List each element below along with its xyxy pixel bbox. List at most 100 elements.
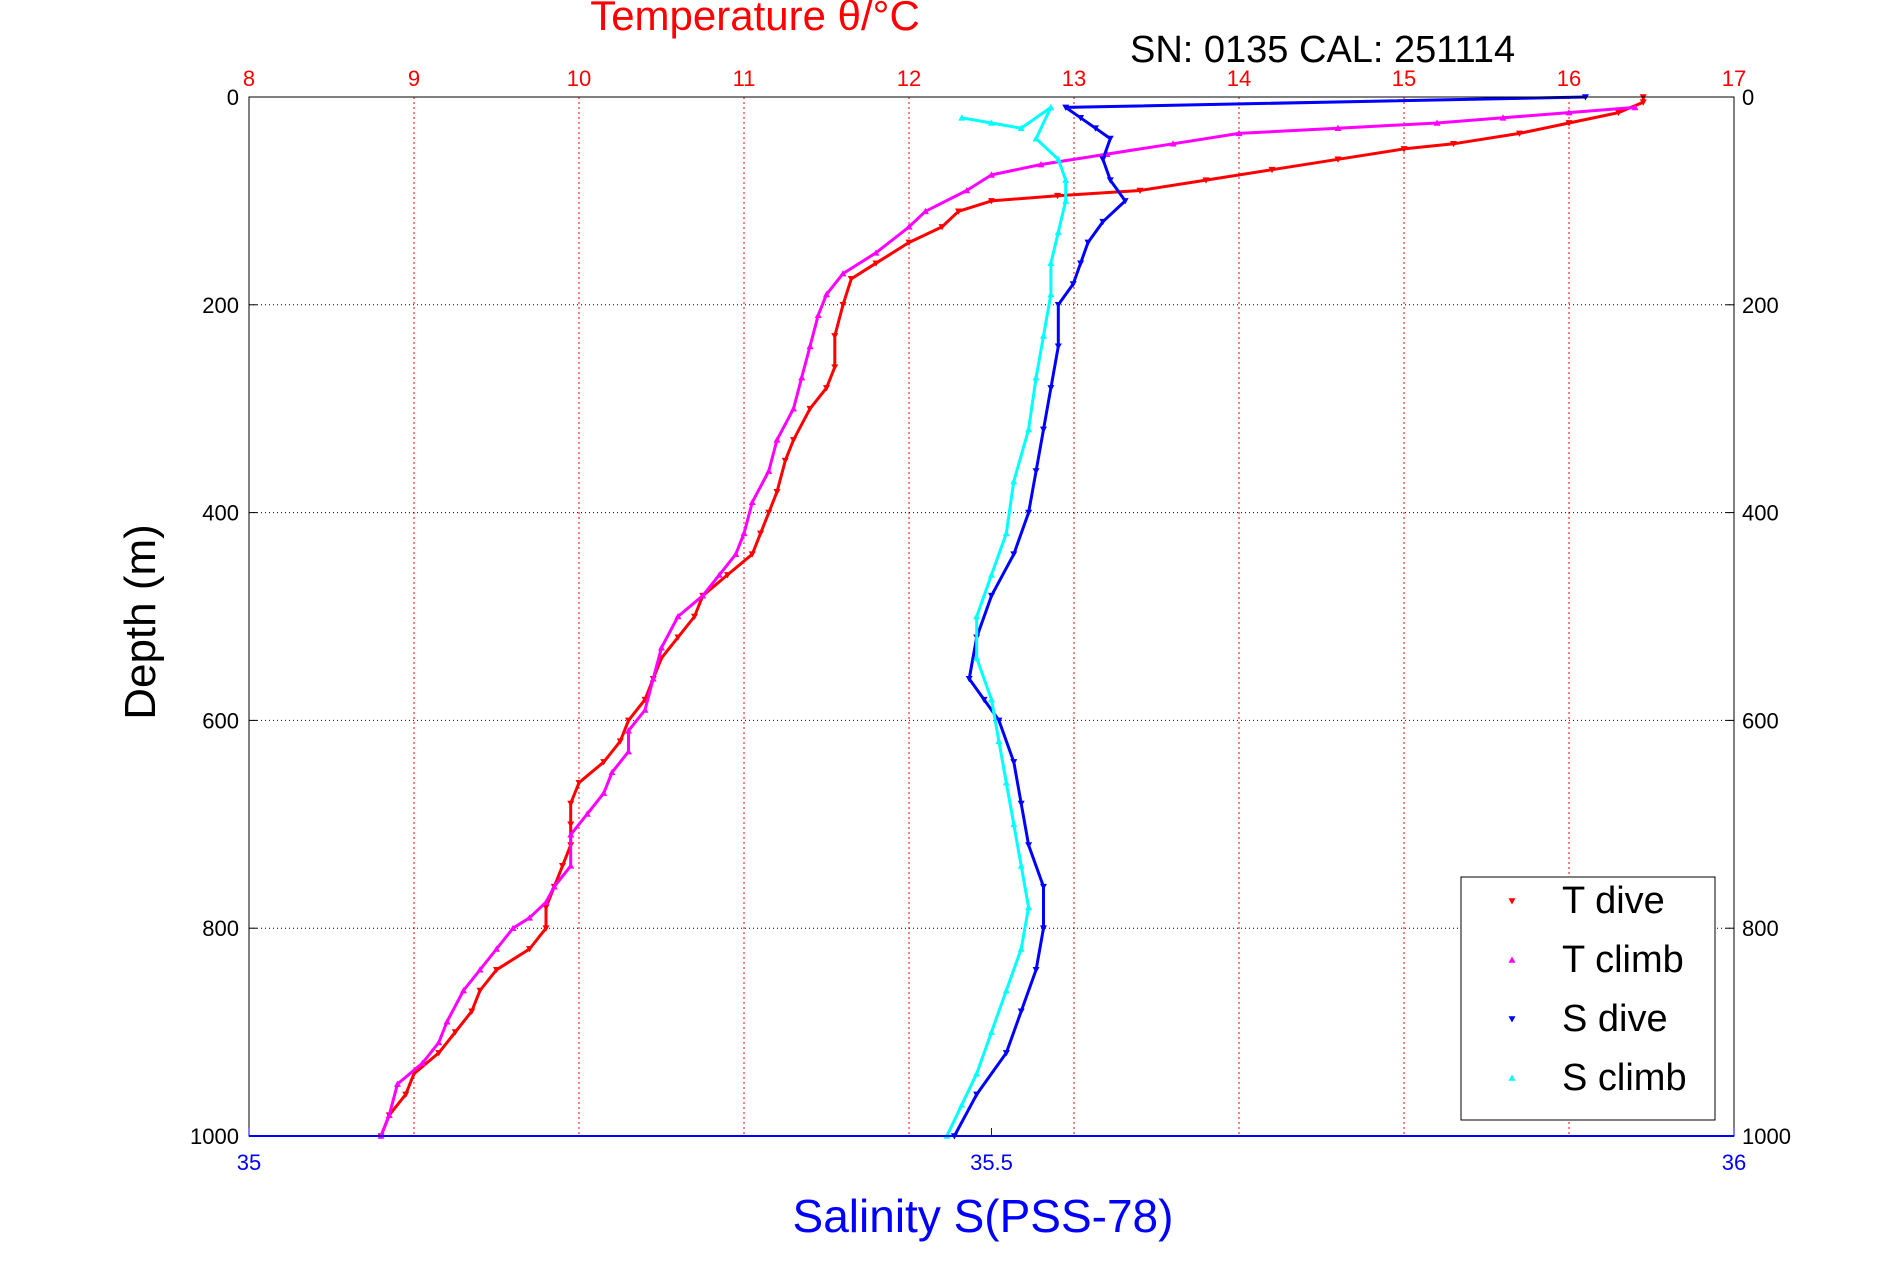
data-point-t-dive	[831, 364, 839, 371]
data-point-s-dive	[1002, 1050, 1010, 1057]
data-point-s-climb	[988, 1028, 995, 1035]
salinity-tick-label: 35	[237, 1150, 261, 1175]
series-trace-s-dive	[953, 95, 1586, 1137]
data-point-t-dive	[1202, 177, 1210, 184]
data-point-t-dive	[476, 987, 484, 995]
data-point-t-dive	[765, 509, 773, 517]
data-point-t-climb	[732, 550, 740, 557]
data-point-s-dive	[1017, 800, 1025, 808]
depth-tick-label-left: 1000	[190, 1124, 239, 1149]
data-point-t-climb	[600, 789, 608, 796]
data-point-s-dive	[1069, 281, 1077, 288]
data-point-t-dive	[451, 1029, 459, 1036]
data-point-t-dive	[1054, 192, 1061, 200]
data-point-t-dive	[781, 457, 789, 465]
data-point-t-climb	[1037, 161, 1045, 168]
data-point-t-dive	[988, 198, 995, 205]
data-point-t-climb	[625, 748, 632, 755]
data-point-s-dive	[1025, 842, 1033, 849]
data-point-s-climb	[958, 1101, 966, 1108]
data-point-t-dive	[567, 800, 575, 808]
data-point-s-climb	[1047, 259, 1055, 267]
data-point-s-dive	[1025, 509, 1033, 517]
temperature-tick-label: 15	[1392, 66, 1416, 91]
data-point-s-climb	[1047, 103, 1055, 111]
legend-box	[1460, 876, 1716, 1121]
data-point-t-climb	[699, 592, 707, 599]
data-point-t-climb	[765, 467, 773, 474]
data-point-s-climb	[1002, 987, 1010, 994]
data-point-t-climb	[526, 914, 533, 921]
data-point-s-dive	[1106, 177, 1114, 184]
temperature-tick-label: 9	[408, 66, 420, 91]
data-point-t-climb	[790, 405, 797, 412]
temperature-tick-label: 12	[897, 66, 921, 91]
legend-label: T climb	[1562, 939, 1684, 981]
data-point-t-dive	[839, 302, 847, 309]
data-point-t-dive	[1268, 166, 1276, 174]
data-point-s-dive	[1062, 104, 1070, 111]
data-point-s-climb	[1002, 779, 1010, 786]
series-trace-t-dive	[379, 97, 1645, 1137]
data-point-s-climb	[1010, 477, 1018, 485]
legend-marker	[1508, 956, 1516, 963]
data-point-t-dive	[402, 1091, 410, 1098]
data-point-t-climb	[798, 374, 806, 381]
series-layer	[377, 94, 1647, 1140]
data-point-t-climb	[509, 924, 517, 931]
data-point-t-dive	[575, 779, 583, 787]
data-point-s-climb	[973, 654, 981, 661]
depth-tick-label-left: 200	[202, 293, 239, 318]
series-s-climb	[943, 103, 1070, 1139]
data-point-s-climb	[958, 114, 966, 121]
data-point-t-climb	[542, 898, 550, 906]
data-point-s-climb	[1039, 332, 1047, 339]
data-point-t-climb	[905, 223, 913, 230]
data-point-t-dive	[1450, 140, 1457, 148]
data-point-s-dive	[1039, 925, 1047, 932]
data-point-t-dive	[905, 239, 913, 246]
data-point-t-dive	[600, 759, 608, 766]
data-point-t-climb	[715, 571, 723, 578]
chart-title: Temperature θ/°C	[590, 0, 920, 39]
chart-subtitle: SN: 0135 CAL: 251114	[1130, 29, 1515, 71]
data-point-t-climb	[1334, 124, 1342, 131]
data-point-s-climb	[973, 613, 981, 620]
data-point-s-dive	[1047, 385, 1055, 392]
depth-tick-label-left: 400	[202, 501, 239, 526]
data-point-s-dive	[973, 1091, 981, 1098]
data-point-s-dive	[1054, 302, 1062, 309]
data-point-s-climb	[1017, 862, 1025, 869]
data-point-s-climb	[1032, 374, 1040, 381]
data-point-s-climb	[973, 1070, 981, 1077]
data-point-s-dive	[1010, 759, 1018, 766]
depth-tick-label-right: 400	[1742, 501, 1779, 526]
data-point-s-dive	[1032, 468, 1040, 475]
data-point-t-climb	[922, 207, 929, 215]
data-point-s-dive	[1077, 260, 1085, 267]
data-point-t-dive	[847, 276, 855, 283]
legend-marker	[1508, 898, 1516, 905]
legend-label: S climb	[1562, 1057, 1687, 1099]
data-point-s-dive	[1099, 156, 1107, 163]
data-point-t-dive	[1136, 187, 1144, 195]
data-point-t-dive	[757, 530, 764, 537]
temperature-tick-label: 14	[1227, 66, 1251, 91]
data-point-s-dive	[1039, 426, 1047, 433]
depth-tick-label-right: 0	[1742, 85, 1754, 110]
data-point-t-climb	[567, 831, 575, 838]
data-point-t-dive	[773, 489, 781, 496]
data-point-s-climb	[1010, 820, 1018, 828]
data-point-t-climb	[583, 810, 591, 817]
temperature-tick-label: 17	[1722, 66, 1746, 91]
data-point-s-dive	[1106, 135, 1114, 143]
data-point-t-dive	[542, 904, 550, 911]
temperature-tick-label: 11	[733, 66, 756, 91]
data-point-s-climb	[988, 571, 995, 578]
data-point-s-dive	[1010, 551, 1018, 558]
data-point-s-dive	[1091, 125, 1099, 132]
legend: T dive T climb S dive S climb	[1460, 876, 1716, 1121]
data-point-s-climb	[1002, 529, 1010, 537]
